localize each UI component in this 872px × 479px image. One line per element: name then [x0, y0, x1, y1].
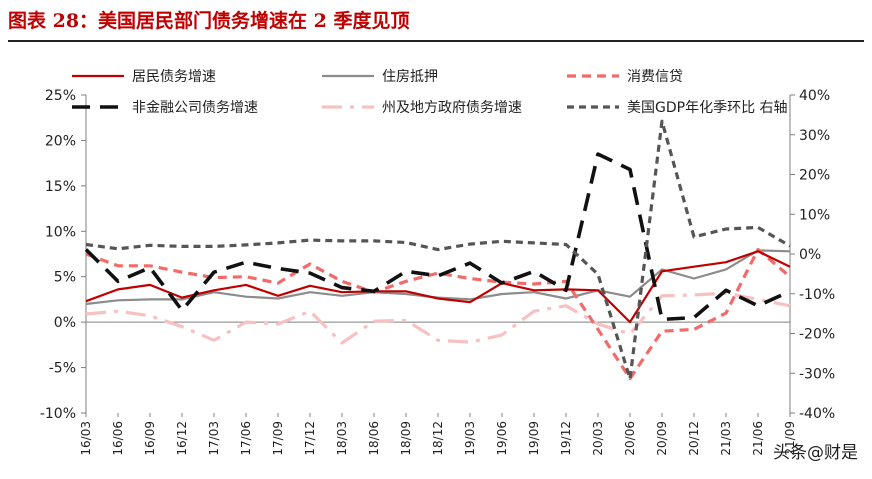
legend-label-2: 消费信贷	[627, 69, 683, 85]
series-line-3	[84, 152, 791, 322]
x-tick-label: 19/09	[527, 421, 541, 456]
legend-label-3: 非金融公司债务增速	[132, 100, 258, 116]
series-line-5	[85, 119, 791, 381]
legend-label-4: 州及地方政府债务增速	[382, 100, 522, 116]
axes: -10% -5% 0% 5% 10% 15% 20% 25% -40% -30% -20% -10% 0…	[40, 88, 835, 456]
right-tick-label: 30%	[799, 128, 830, 144]
x-tick-label: 21/09	[783, 421, 797, 456]
right-tick-label: -30%	[799, 366, 835, 382]
x-tick-label: 16/09	[143, 421, 157, 456]
x-tick-label: 16/12	[175, 421, 189, 456]
left-tick-label: 25%	[45, 88, 76, 104]
right-tick-label: 0%	[799, 247, 821, 263]
x-tick-label: 18/12	[431, 421, 445, 456]
x-tick-label: 18/06	[367, 421, 381, 456]
right-tick-label: -40%	[799, 406, 835, 422]
x-tick-label: 21/03	[719, 421, 733, 456]
x-tick-label: 20/06	[623, 421, 637, 456]
x-tick-label: 21/06	[751, 421, 765, 456]
x-tick-label: 16/06	[111, 421, 125, 456]
left-tick-label: 15%	[45, 179, 76, 195]
right-tick-label: 20%	[799, 168, 830, 184]
x-tick-label: 19/12	[559, 421, 573, 456]
series-line-0	[85, 250, 791, 324]
x-tick-label: 19/06	[495, 421, 509, 456]
x-tick-label: 20/12	[687, 421, 701, 456]
x-tick-label: 17/03	[207, 421, 221, 456]
right-tick-label: 40%	[799, 88, 830, 104]
left-tick-label: 5%	[54, 270, 76, 286]
x-tick-label: 17/06	[239, 421, 253, 456]
figure-title: 图表 28：美国居民部门债务增速在 2 季度见顶	[8, 10, 410, 32]
x-tick-label: 17/12	[303, 421, 317, 456]
series-line-4	[85, 291, 791, 345]
title-divider	[8, 40, 864, 42]
x-tick-label: 17/09	[271, 421, 285, 456]
legend-label-0: 居民债务增速	[132, 69, 216, 85]
x-tick-label: 18/03	[335, 421, 349, 456]
right-tick-label: -10%	[799, 287, 835, 303]
left-tick-label: 20%	[45, 133, 76, 149]
right-tick-label: -20%	[799, 327, 835, 343]
x-tick-label: 20/03	[591, 421, 605, 456]
x-tick-label: 19/03	[463, 421, 477, 456]
legend-label-1: 住房抵押	[382, 69, 438, 85]
left-tick-label: 10%	[45, 224, 76, 240]
right-tick-label: 10%	[799, 207, 830, 223]
legend-label-5: 美国GDP年化季环比 右轴	[627, 100, 788, 116]
watermark: 头条@财是	[773, 443, 858, 463]
series-line-2	[85, 247, 792, 381]
left-tick-label: 0%	[54, 315, 76, 331]
x-tick-label: 16/03	[79, 421, 93, 456]
left-tick-label: -10%	[40, 406, 76, 422]
x-tick-label: 18/09	[399, 421, 413, 456]
series-lines	[84, 119, 792, 381]
x-tick-label: 20/09	[655, 421, 669, 456]
left-tick-label: -5%	[49, 361, 76, 377]
